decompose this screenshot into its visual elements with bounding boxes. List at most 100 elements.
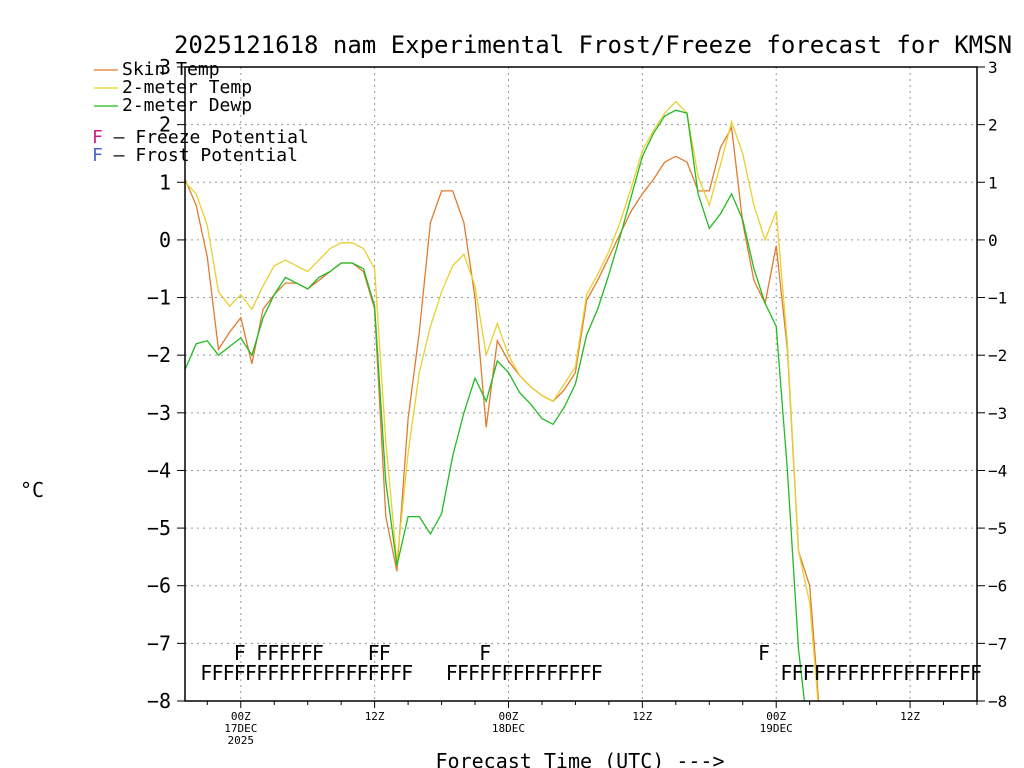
- y-tick-label: −3: [147, 401, 171, 425]
- freeze-marker: F: [937, 661, 949, 685]
- y-tick-label-right: −2: [988, 346, 1007, 365]
- x-tick-date: 17DEC: [224, 722, 257, 735]
- freeze-marker: F: [535, 661, 547, 685]
- freeze-marker: F: [345, 661, 357, 685]
- freeze-marker: F: [245, 661, 257, 685]
- legend-potential-letter: F: [92, 145, 103, 166]
- frost-marker: F: [312, 641, 324, 665]
- freeze-marker: F: [490, 661, 502, 685]
- legend-label: 2-meter Temp: [122, 77, 252, 98]
- freeze-marker: F: [401, 661, 413, 685]
- legend-label: 2-meter Dewp: [122, 95, 252, 116]
- chart-title: 2025121618 nam Experimental Frost/Freeze…: [174, 31, 1012, 59]
- y-tick-label: −1: [147, 286, 171, 310]
- freeze-marker: F: [390, 661, 402, 685]
- freeze-marker: F: [223, 661, 235, 685]
- freeze-marker: F: [256, 661, 268, 685]
- freeze-marker: F: [334, 661, 346, 685]
- frost-marker: F: [301, 641, 313, 665]
- freeze-marker: F: [312, 661, 324, 685]
- x-tick-label: 12Z: [365, 710, 385, 723]
- freeze-marker: F: [546, 661, 558, 685]
- y-tick-label-right: 2: [988, 116, 998, 135]
- freeze-marker: F: [568, 661, 580, 685]
- freeze-marker: F: [814, 661, 826, 685]
- freeze-marker: F: [847, 661, 859, 685]
- freeze-marker: F: [211, 661, 223, 685]
- freeze-marker: F: [200, 661, 212, 685]
- y-tick-label-right: −6: [988, 577, 1007, 596]
- freeze-marker: F: [356, 661, 368, 685]
- x-axis-label: Forecast Time (UTC) --->: [436, 749, 725, 768]
- freeze-marker: F: [825, 661, 837, 685]
- freeze-marker: F: [479, 661, 491, 685]
- freeze-marker: F: [267, 661, 279, 685]
- frost-marker: F: [758, 641, 770, 665]
- freeze-marker: F: [591, 661, 603, 685]
- freeze-marker: F: [446, 661, 458, 685]
- grid-lines: [185, 67, 977, 701]
- freeze-marker: F: [557, 661, 569, 685]
- freeze-marker: F: [836, 661, 848, 685]
- freeze-marker: F: [468, 661, 480, 685]
- y-axis-right: 3 2 1 0 −1 −2 −3 −4 −5 −6 −7 −8: [977, 58, 1007, 711]
- series-line-2-meter-temp: [185, 100, 819, 701]
- frost-marker: F: [234, 641, 246, 665]
- x-tick-label: 00Z: [231, 710, 251, 723]
- freeze-marker: F: [803, 661, 815, 685]
- legend-potential-letter: F: [92, 127, 103, 148]
- freeze-marker: F: [457, 661, 469, 685]
- y-axis-left: 3 2 1 0 −1 −2 −3 −4 −5 −6 −7 −8: [147, 55, 185, 713]
- freeze-marker: F: [368, 661, 380, 685]
- freeze-marker: F: [290, 661, 302, 685]
- freeze-marker: F: [501, 661, 513, 685]
- freeze-marker: F: [780, 661, 792, 685]
- freeze-marker: F: [792, 661, 804, 685]
- y-tick-label-right: −5: [988, 519, 1007, 538]
- y-axis-label: °C: [20, 478, 44, 502]
- freeze-marker: F: [925, 661, 937, 685]
- freeze-marker: F: [234, 661, 246, 685]
- y-tick-label-right: −4: [988, 461, 1007, 480]
- x-tick-date: 19DEC: [760, 722, 793, 735]
- freeze-marker: F: [513, 661, 525, 685]
- legend-potential-text: – Freeze Potential: [103, 127, 309, 148]
- freeze-marker: F: [970, 661, 982, 685]
- y-tick-label: 0: [159, 228, 171, 252]
- frost-marker: F: [290, 641, 302, 665]
- freeze-marker: F: [892, 661, 904, 685]
- series-line-2-meter-dewp: [185, 109, 806, 701]
- y-tick-label: −7: [147, 631, 171, 655]
- freeze-marker: F: [278, 661, 290, 685]
- x-tick-label: 00Z: [766, 710, 786, 723]
- freeze-marker: F: [914, 661, 926, 685]
- y-tick-label: −5: [147, 516, 171, 540]
- y-tick-label-right: 0: [988, 231, 998, 250]
- freeze-marker: F: [870, 661, 882, 685]
- y-tick-label: −4: [147, 458, 171, 482]
- x-tick-year: 2025: [228, 734, 255, 747]
- freeze-marker: F: [580, 661, 592, 685]
- frost-marker: F: [479, 641, 491, 665]
- plot-frame: [184, 66, 978, 702]
- y-tick-label-right: −8: [988, 692, 1007, 711]
- y-tick-label-right: −7: [988, 634, 1007, 653]
- y-tick-label: 3: [159, 55, 171, 79]
- freeze-marker: F: [903, 661, 915, 685]
- y-tick-label-right: −3: [988, 404, 1007, 423]
- freeze-marker: F: [959, 661, 971, 685]
- y-tick-label: 2: [159, 113, 171, 137]
- frost-marker: F: [256, 641, 268, 665]
- y-tick-label: 1: [159, 170, 171, 194]
- series-group: [185, 100, 820, 701]
- freeze-marker: F: [948, 661, 960, 685]
- legend-label: Skin Temp: [122, 59, 220, 80]
- x-tick-label: 00Z: [499, 710, 519, 723]
- y-tick-label-right: 3: [988, 58, 998, 77]
- freeze-marker: F: [301, 661, 313, 685]
- y-tick-label: −2: [147, 343, 171, 367]
- freeze-marker: F: [858, 661, 870, 685]
